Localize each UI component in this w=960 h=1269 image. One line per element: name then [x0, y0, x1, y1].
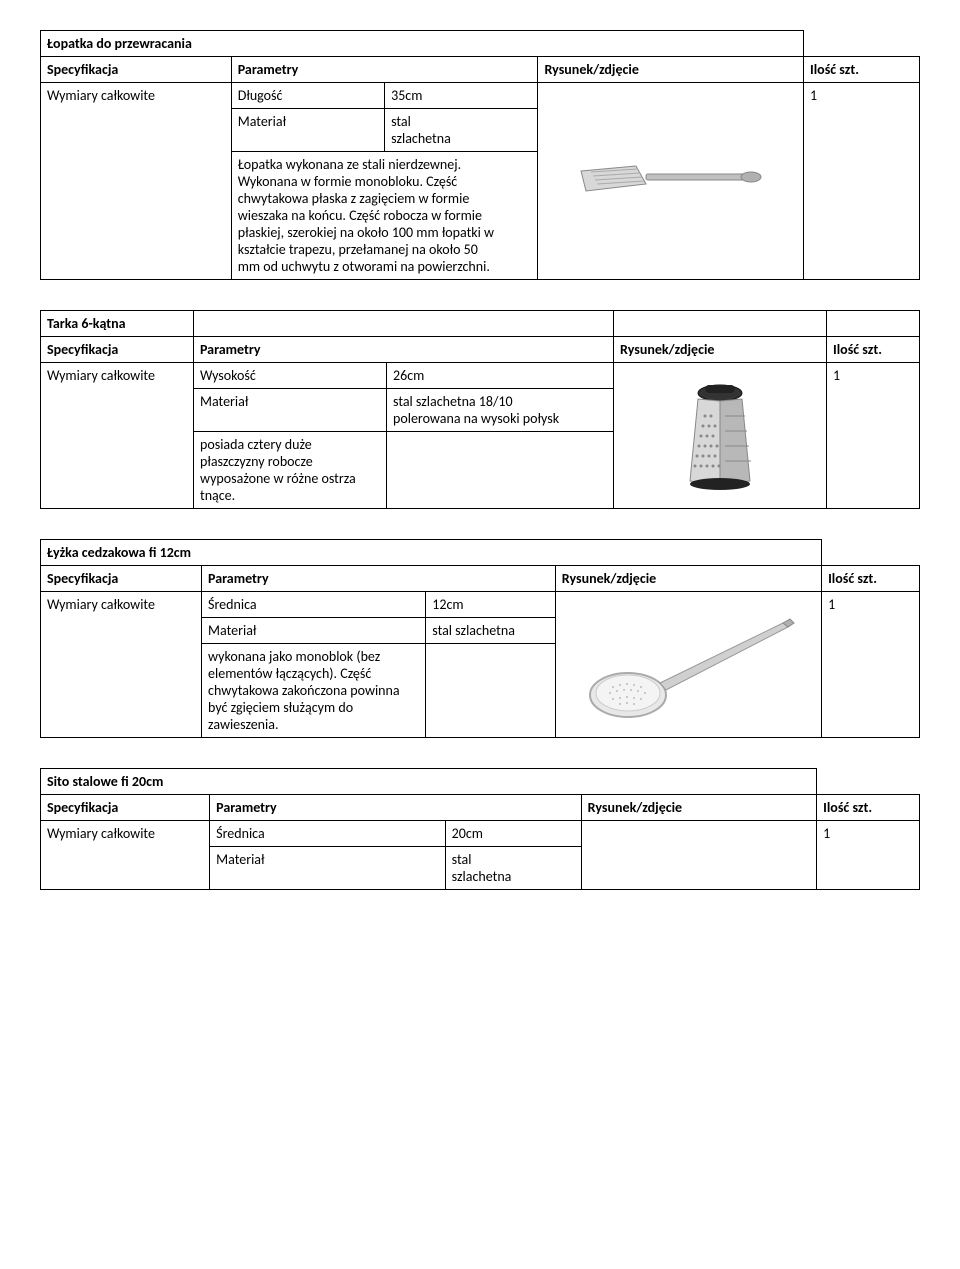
- product-image-cell: [555, 592, 821, 738]
- material-label: Materiał: [231, 109, 384, 152]
- product-table-grater: Tarka 6-kątna Specyfikacja Parametry Rys…: [40, 310, 920, 509]
- material-value: stal szlachetna 18/10 polerowana na wyso…: [387, 389, 614, 432]
- col-spec: Specyfikacja: [41, 795, 210, 821]
- col-image: Rysunek/zdjęcie: [555, 566, 821, 592]
- dims-label: Wymiary całkowite: [41, 821, 210, 890]
- product-title: Łopatka do przewracania: [41, 31, 804, 57]
- dim-name: Wysokość: [194, 363, 387, 389]
- col-qty: Ilość szt.: [804, 57, 920, 83]
- col-spec: Specyfikacja: [41, 566, 202, 592]
- dim-value: 26cm: [387, 363, 614, 389]
- col-params: Parametry: [202, 566, 556, 592]
- product-title: Sito stalowe fi 20cm: [41, 769, 817, 795]
- qty-value: 1: [822, 592, 920, 738]
- col-qty: Ilość szt.: [827, 337, 920, 363]
- product-image-cell: [538, 83, 804, 280]
- qty-value: 1: [804, 83, 920, 280]
- dim-name: Długość: [231, 83, 384, 109]
- col-params: Parametry: [210, 795, 581, 821]
- product-image-cell: [614, 363, 827, 509]
- product-table-sieve: Sito stalowe fi 20cm Specyfikacja Parame…: [40, 768, 920, 890]
- description: wykonana jako monoblok (bez elementów łą…: [202, 644, 426, 738]
- col-params: Parametry: [231, 57, 538, 83]
- material-label: Materiał: [194, 389, 387, 432]
- dim-value: 20cm: [445, 821, 581, 847]
- col-image: Rysunek/zdjęcie: [614, 337, 827, 363]
- qty-value: 1: [827, 363, 920, 509]
- col-image: Rysunek/zdjęcie: [581, 795, 817, 821]
- col-qty: Ilość szt.: [822, 566, 920, 592]
- product-image-cell: [581, 821, 817, 890]
- description: Łopatka wykonana ze stali nierdzewnej. W…: [231, 152, 538, 280]
- grater-icon: [675, 381, 765, 491]
- material-value: stal szlachetna: [445, 847, 581, 890]
- col-image: Rysunek/zdjęcie: [538, 57, 804, 83]
- qty-value: 1: [817, 821, 920, 890]
- product-table-spatula: Łopatka do przewracania Specyfikacja Par…: [40, 30, 920, 280]
- spatula-icon: [576, 156, 766, 206]
- col-spec: Specyfikacja: [41, 337, 194, 363]
- material-label: Materiał: [202, 618, 426, 644]
- material-value: stal szlachetna: [385, 109, 538, 152]
- col-spec: Specyfikacja: [41, 57, 232, 83]
- product-title: Łyżka cedzakowa fi 12cm: [41, 540, 822, 566]
- col-qty: Ilość szt.: [817, 795, 920, 821]
- skimmer-icon: [578, 605, 798, 725]
- material-label: Materiał: [210, 847, 446, 890]
- dim-name: Średnica: [210, 821, 446, 847]
- dim-value: 12cm: [426, 592, 555, 618]
- dims-label: Wymiary całkowite: [41, 363, 194, 509]
- description: posiada cztery duże płaszczyzny robocze …: [194, 432, 387, 509]
- product-table-skimmer: Łyżka cedzakowa fi 12cm Specyfikacja Par…: [40, 539, 920, 738]
- product-title: Tarka 6-kątna: [41, 311, 194, 337]
- material-value: stal szlachetna: [426, 618, 555, 644]
- dim-value: 35cm: [385, 83, 538, 109]
- dims-label: Wymiary całkowite: [41, 83, 232, 280]
- dim-name: Średnica: [202, 592, 426, 618]
- col-params: Parametry: [194, 337, 614, 363]
- dims-label: Wymiary całkowite: [41, 592, 202, 738]
